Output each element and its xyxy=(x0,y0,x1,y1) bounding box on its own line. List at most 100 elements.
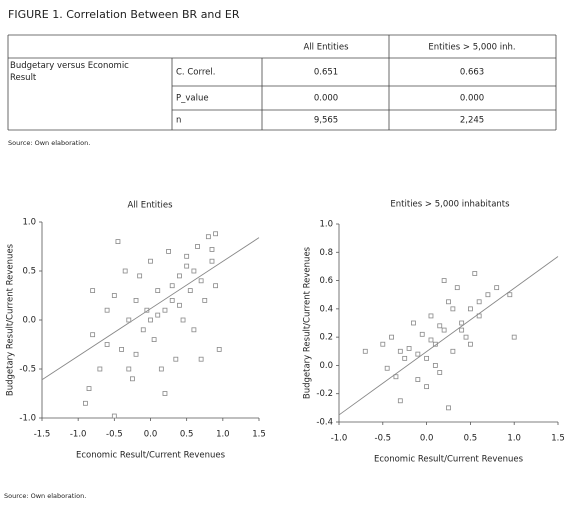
point xyxy=(446,405,451,411)
point xyxy=(187,288,193,294)
column-header: Entities > 5,000 inh. xyxy=(428,43,515,53)
trend-line xyxy=(41,237,260,381)
y-tick-label: 0.4 xyxy=(319,304,333,314)
point xyxy=(362,348,368,354)
point xyxy=(415,351,421,357)
point xyxy=(90,332,96,338)
point xyxy=(459,327,465,333)
point xyxy=(195,244,200,249)
y-axis-label: Budgetary Result/Current Revenues xyxy=(6,243,16,396)
point xyxy=(389,334,394,340)
point xyxy=(133,297,139,303)
table: All Entities Entities > 5,000 inh. Budge… xyxy=(7,34,557,131)
y-tick-label: -0.4 xyxy=(316,418,333,428)
point xyxy=(406,346,412,351)
point xyxy=(463,334,469,340)
point xyxy=(130,376,135,382)
x-axis-label: Economic Result/Current Revenues xyxy=(374,455,524,465)
point xyxy=(415,377,421,382)
figure-source: Source: Own elaboration. xyxy=(4,492,86,500)
point xyxy=(126,317,132,323)
point xyxy=(133,351,139,357)
point xyxy=(115,239,121,245)
point xyxy=(140,327,146,333)
point xyxy=(184,253,190,259)
x-tick-label: -0.5 xyxy=(375,434,392,444)
point xyxy=(198,356,204,362)
group-label-box: Budgetary versus Economic Result xyxy=(10,61,129,83)
y-tick-label: 0.0 xyxy=(22,316,36,326)
point xyxy=(86,386,92,392)
point xyxy=(424,355,430,361)
y-tick-label: 0.8 xyxy=(319,248,333,258)
point xyxy=(511,334,517,340)
point xyxy=(162,307,168,313)
x-tick-label: 0.0 xyxy=(144,430,158,440)
point xyxy=(83,400,88,406)
point xyxy=(205,234,211,240)
point xyxy=(397,398,403,404)
point xyxy=(432,363,438,368)
row-label: C. Correl. xyxy=(176,68,215,78)
point xyxy=(467,306,473,312)
point xyxy=(169,297,175,303)
y-tick-label: -0.5 xyxy=(19,365,36,375)
point xyxy=(184,263,190,269)
point xyxy=(191,327,197,333)
cell: 2,245 xyxy=(460,116,484,126)
point xyxy=(476,299,482,305)
point xyxy=(177,302,182,308)
x-tick-label: 1.0 xyxy=(507,434,521,444)
y-tick-label: -1.0 xyxy=(19,414,36,424)
x-tick-label: -1.5 xyxy=(34,430,51,440)
table-source: Source: Own elaboration. xyxy=(8,139,90,147)
point xyxy=(467,341,473,347)
point xyxy=(169,283,175,289)
point xyxy=(494,285,500,291)
point xyxy=(459,320,465,326)
point xyxy=(428,313,434,319)
point xyxy=(384,365,390,371)
point xyxy=(104,342,110,347)
point xyxy=(198,278,204,284)
cell: 0.000 xyxy=(314,94,338,104)
x-tick-label: 1.5 xyxy=(252,430,266,440)
row-label: n xyxy=(176,116,181,126)
cell: 9,565 xyxy=(314,116,338,126)
x-tick-label: 0.5 xyxy=(464,434,478,444)
point xyxy=(216,346,222,352)
point xyxy=(213,283,219,289)
point xyxy=(437,323,443,329)
row-label: P_value xyxy=(176,94,209,104)
group-label: Budgetary versus Economic Result xyxy=(10,61,129,83)
point xyxy=(393,374,399,380)
point xyxy=(428,337,434,343)
point xyxy=(424,384,430,390)
cell: 0.651 xyxy=(314,68,338,78)
point xyxy=(450,348,456,354)
point xyxy=(380,341,386,347)
x-tick-label: 1.5 xyxy=(551,434,565,444)
point xyxy=(173,356,179,362)
x-tick-label: 0.0 xyxy=(420,434,434,444)
point xyxy=(119,346,124,352)
point xyxy=(441,327,447,333)
cell: 0.663 xyxy=(460,68,484,78)
point xyxy=(191,268,197,274)
y-tick-label: 0.6 xyxy=(319,276,333,286)
point xyxy=(122,268,128,274)
point xyxy=(158,366,164,372)
point xyxy=(450,306,456,312)
point xyxy=(419,331,425,337)
y-tick-label: 0.2 xyxy=(319,333,333,343)
point xyxy=(472,271,478,276)
point xyxy=(180,317,186,323)
point xyxy=(111,413,117,419)
point xyxy=(151,337,157,343)
point xyxy=(177,273,182,279)
y-tick-label: 0.5 xyxy=(22,267,36,277)
point xyxy=(111,293,117,298)
point xyxy=(90,288,96,294)
point xyxy=(166,248,171,254)
point xyxy=(446,299,451,305)
